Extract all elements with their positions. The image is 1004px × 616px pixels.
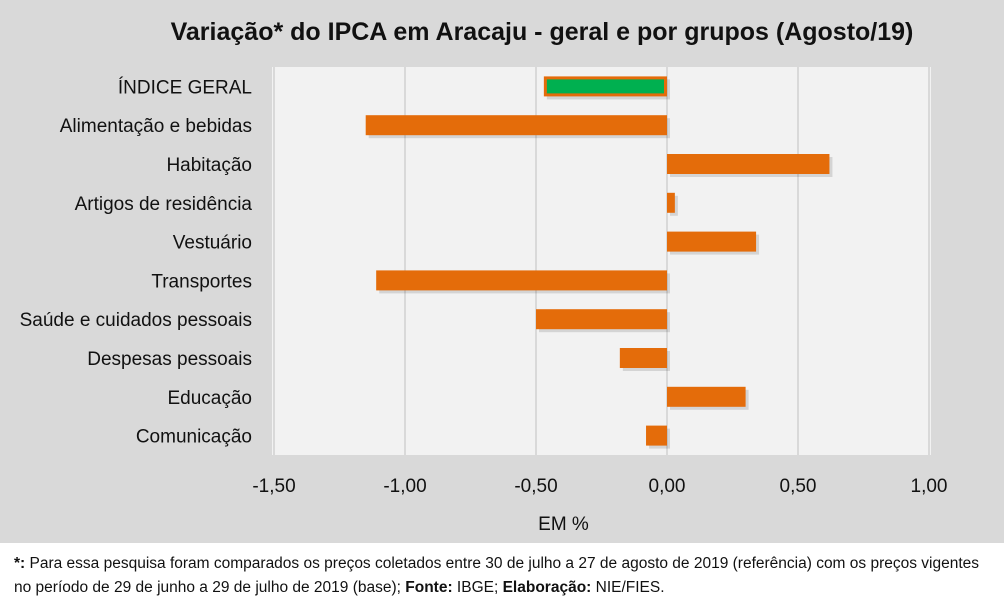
bar	[646, 425, 667, 446]
elaboration-label: Elaboração:	[502, 579, 592, 596]
source-label: Fonte:	[405, 579, 453, 596]
elaboration: NIE/FIES.	[591, 579, 665, 596]
category-label: Saúde e cuidados pessoais	[20, 310, 252, 331]
bar	[619, 348, 667, 368]
category-label: Despesas pessoais	[87, 349, 252, 370]
bar	[536, 309, 667, 330]
chart-title: Variação* do IPCA em Aracaju - geral e p…	[170, 18, 914, 46]
bar-indice-geral	[543, 76, 667, 97]
category-label: Artigos de residência	[75, 194, 253, 215]
source: IBGE;	[452, 579, 503, 596]
x-tick-label: -1,50	[252, 476, 295, 497]
x-tick-label: 0,50	[780, 476, 817, 497]
category-label: Comunicação	[136, 427, 252, 448]
footnote: *: Para essa pesquisa foram comparados o…	[0, 543, 1004, 616]
bar	[376, 270, 667, 291]
bar	[667, 231, 757, 252]
bar-chart: -1,50 -1,00 -0,50 0,00 0,50 1,00 ÍNDICE GERAL A…	[20, 67, 948, 535]
bar	[365, 115, 667, 136]
footnote-mark: *:	[14, 555, 26, 572]
x-tick-label: -0,50	[514, 476, 557, 497]
category-label: Vestuário	[173, 233, 252, 254]
category-label: Educação	[167, 388, 252, 409]
bar	[667, 192, 675, 213]
category-label: ÍNDICE GERAL	[118, 77, 252, 98]
category-label: Habitação	[166, 155, 252, 176]
bar	[667, 386, 746, 407]
x-tick-label: -1,00	[383, 476, 426, 497]
category-label: Alimentação e bebidas	[60, 116, 252, 137]
bar	[667, 154, 830, 174]
x-tick-label: 1,00	[911, 476, 948, 497]
footnote-text: Para essa pesquisa foram comparados os p…	[14, 555, 980, 596]
x-axis-label: EM %	[538, 514, 589, 535]
category-label: Transportes	[151, 271, 252, 292]
x-tick-label: 0,00	[649, 476, 686, 497]
